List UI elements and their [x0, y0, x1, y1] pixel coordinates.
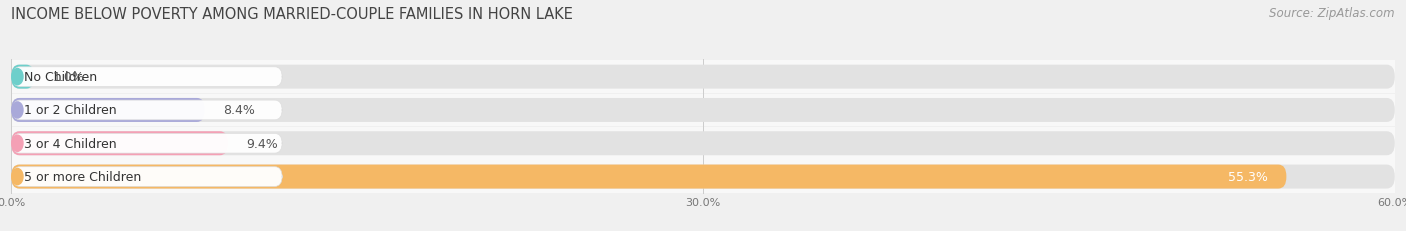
Text: 1 or 2 Children: 1 or 2 Children [24, 104, 117, 117]
Circle shape [11, 136, 22, 152]
FancyBboxPatch shape [11, 165, 1286, 189]
Circle shape [11, 102, 22, 119]
FancyBboxPatch shape [11, 65, 34, 89]
FancyBboxPatch shape [13, 134, 283, 153]
Text: 1.0%: 1.0% [53, 71, 84, 84]
FancyBboxPatch shape [13, 67, 283, 87]
Text: 55.3%: 55.3% [1227, 170, 1268, 183]
Circle shape [11, 169, 22, 185]
Text: Source: ZipAtlas.com: Source: ZipAtlas.com [1270, 7, 1395, 20]
FancyBboxPatch shape [11, 161, 1395, 193]
FancyBboxPatch shape [11, 127, 1395, 160]
FancyBboxPatch shape [11, 94, 1395, 127]
FancyBboxPatch shape [11, 132, 228, 155]
Circle shape [11, 69, 22, 85]
FancyBboxPatch shape [11, 165, 1395, 189]
Text: 3 or 4 Children: 3 or 4 Children [24, 137, 117, 150]
Text: INCOME BELOW POVERTY AMONG MARRIED-COUPLE FAMILIES IN HORN LAKE: INCOME BELOW POVERTY AMONG MARRIED-COUPL… [11, 7, 574, 22]
Text: 9.4%: 9.4% [246, 137, 278, 150]
Text: 8.4%: 8.4% [224, 104, 256, 117]
FancyBboxPatch shape [11, 132, 1395, 155]
FancyBboxPatch shape [11, 99, 205, 122]
FancyBboxPatch shape [11, 65, 1395, 89]
Text: 5 or more Children: 5 or more Children [24, 170, 141, 183]
FancyBboxPatch shape [13, 101, 283, 120]
FancyBboxPatch shape [11, 99, 1395, 122]
FancyBboxPatch shape [11, 61, 1395, 94]
Text: No Children: No Children [24, 71, 97, 84]
FancyBboxPatch shape [13, 167, 283, 187]
